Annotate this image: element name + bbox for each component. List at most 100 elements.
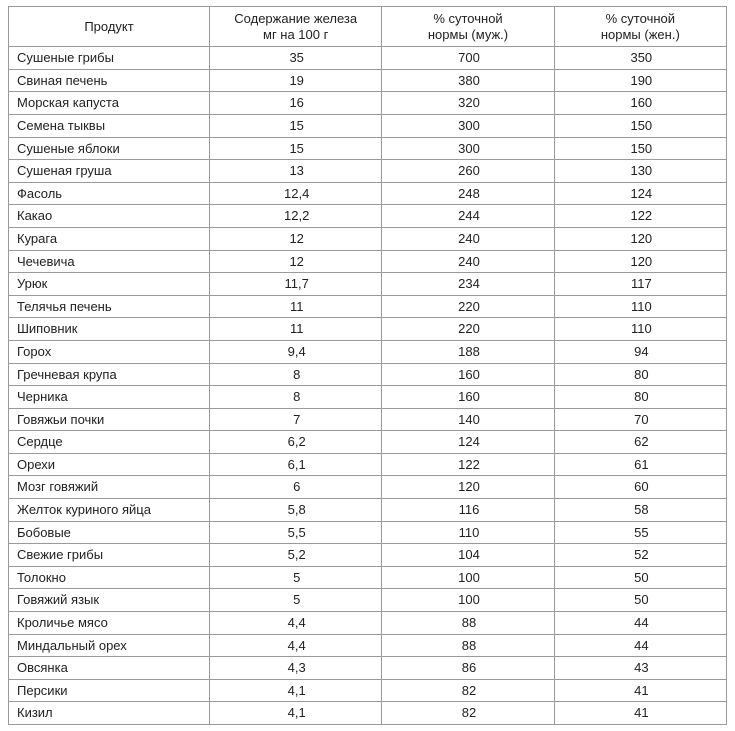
cell-iron: 5: [210, 589, 382, 612]
cell-product: Толокно: [9, 566, 210, 589]
cell-pct-male: 140: [382, 408, 554, 431]
cell-pct-female: 110: [554, 318, 726, 341]
cell-pct-male: 260: [382, 160, 554, 183]
cell-pct-female: 41: [554, 702, 726, 725]
cell-iron: 12: [210, 250, 382, 273]
cell-pct-male: 220: [382, 295, 554, 318]
col-header-male-l2: нормы (муж.): [428, 27, 508, 42]
cell-pct-male: 120: [382, 476, 554, 499]
cell-pct-female: 44: [554, 634, 726, 657]
cell-iron: 8: [210, 386, 382, 409]
cell-pct-male: 100: [382, 566, 554, 589]
cell-pct-male: 88: [382, 612, 554, 635]
cell-product: Желток куриного яйца: [9, 499, 210, 522]
col-header-male-l1: % суточной: [433, 11, 502, 26]
cell-pct-male: 116: [382, 499, 554, 522]
cell-pct-female: 60: [554, 476, 726, 499]
cell-product: Черника: [9, 386, 210, 409]
cell-product: Телячья печень: [9, 295, 210, 318]
cell-product: Курага: [9, 227, 210, 250]
col-header-iron-l2: мг на 100 г: [263, 27, 328, 42]
cell-product: Сушеные грибы: [9, 47, 210, 70]
cell-pct-female: 61: [554, 453, 726, 476]
table-row: Сушеная груша13260130: [9, 160, 727, 183]
cell-pct-male: 104: [382, 544, 554, 567]
table-row: Сушеные яблоки15300150: [9, 137, 727, 160]
cell-pct-male: 300: [382, 114, 554, 137]
cell-product: Мозг говяжий: [9, 476, 210, 499]
cell-pct-female: 124: [554, 182, 726, 205]
cell-pct-female: 80: [554, 363, 726, 386]
cell-iron: 11: [210, 318, 382, 341]
col-header-male: % суточной нормы (муж.): [382, 7, 554, 47]
cell-iron: 15: [210, 137, 382, 160]
cell-pct-male: 700: [382, 47, 554, 70]
cell-product: Бобовые: [9, 521, 210, 544]
cell-iron: 7: [210, 408, 382, 431]
cell-product: Кизил: [9, 702, 210, 725]
cell-product: Кроличье мясо: [9, 612, 210, 635]
col-header-iron-l1: Содержание железа: [234, 11, 357, 26]
cell-pct-female: 120: [554, 227, 726, 250]
table-row: Сердце6,212462: [9, 431, 727, 454]
cell-pct-male: 240: [382, 227, 554, 250]
cell-iron: 12,2: [210, 205, 382, 228]
table-row: Свиная печень19380190: [9, 69, 727, 92]
table-row: Гречневая крупа816080: [9, 363, 727, 386]
cell-pct-male: 110: [382, 521, 554, 544]
table-row: Фасоль12,4248124: [9, 182, 727, 205]
table-body: Сушеные грибы35700350Свиная печень193801…: [9, 47, 727, 725]
cell-pct-male: 220: [382, 318, 554, 341]
cell-product: Семена тыквы: [9, 114, 210, 137]
col-header-product-l1: Продукт: [84, 19, 133, 34]
table-row: Кизил4,18241: [9, 702, 727, 725]
cell-iron: 4,4: [210, 612, 382, 635]
table-row: Орехи6,112261: [9, 453, 727, 476]
cell-pct-female: 150: [554, 137, 726, 160]
cell-iron: 5,8: [210, 499, 382, 522]
cell-pct-female: 62: [554, 431, 726, 454]
cell-iron: 19: [210, 69, 382, 92]
table-row: Толокно510050: [9, 566, 727, 589]
cell-iron: 6,2: [210, 431, 382, 454]
table-row: Шиповник11220110: [9, 318, 727, 341]
table-row: Бобовые5,511055: [9, 521, 727, 544]
col-header-female-l1: % суточной: [606, 11, 675, 26]
cell-pct-male: 188: [382, 340, 554, 363]
cell-pct-female: 117: [554, 273, 726, 296]
cell-product: Персики: [9, 679, 210, 702]
table-row: Морская капуста16320160: [9, 92, 727, 115]
cell-pct-male: 380: [382, 69, 554, 92]
table-container: Продукт Содержание железа мг на 100 г % …: [0, 0, 735, 731]
table-row: Чечевича12240120: [9, 250, 727, 273]
header-row: Продукт Содержание железа мг на 100 г % …: [9, 7, 727, 47]
col-header-product: Продукт: [9, 7, 210, 47]
cell-product: Свиная печень: [9, 69, 210, 92]
cell-pct-male: 160: [382, 363, 554, 386]
col-header-female: % суточной нормы (жен.): [554, 7, 726, 47]
cell-pct-male: 124: [382, 431, 554, 454]
cell-pct-female: 130: [554, 160, 726, 183]
cell-product: Сушеная груша: [9, 160, 210, 183]
cell-pct-female: 44: [554, 612, 726, 635]
cell-pct-female: 58: [554, 499, 726, 522]
cell-product: Орехи: [9, 453, 210, 476]
cell-iron: 12,4: [210, 182, 382, 205]
table-row: Семена тыквы15300150: [9, 114, 727, 137]
cell-pct-female: 120: [554, 250, 726, 273]
cell-product: Морская капуста: [9, 92, 210, 115]
cell-pct-female: 80: [554, 386, 726, 409]
cell-iron: 11: [210, 295, 382, 318]
cell-iron: 12: [210, 227, 382, 250]
cell-pct-female: 190: [554, 69, 726, 92]
cell-pct-male: 234: [382, 273, 554, 296]
cell-pct-male: 100: [382, 589, 554, 612]
table-row: Сушеные грибы35700350: [9, 47, 727, 70]
cell-iron: 6: [210, 476, 382, 499]
cell-pct-female: 110: [554, 295, 726, 318]
cell-iron: 9,4: [210, 340, 382, 363]
cell-pct-male: 122: [382, 453, 554, 476]
table-row: Желток куриного яйца5,811658: [9, 499, 727, 522]
cell-pct-female: 43: [554, 657, 726, 680]
cell-product: Горох: [9, 340, 210, 363]
